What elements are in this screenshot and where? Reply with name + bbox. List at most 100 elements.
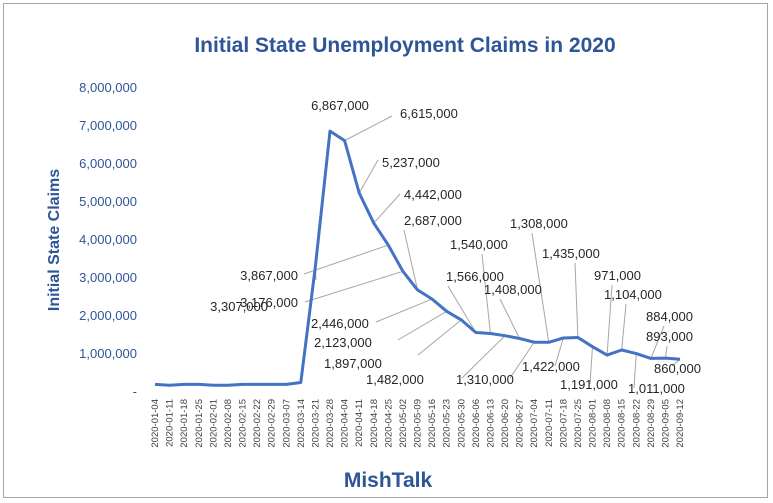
x-tick-label: 2020-02-08 xyxy=(223,399,234,448)
data-label: 2,123,000 xyxy=(314,335,372,350)
y-tick-label: 2,000,000 xyxy=(79,308,137,323)
data-label-leader xyxy=(417,319,462,356)
x-axis-label: MishTalk xyxy=(344,469,433,492)
x-tick-label: 2020-08-29 xyxy=(646,399,657,448)
x-tick-label: 2020-08-15 xyxy=(617,399,628,448)
data-label: 2,446,000 xyxy=(311,316,369,331)
x-tick-label: 2020-06-06 xyxy=(471,399,482,448)
x-tick-label: 2020-02-01 xyxy=(208,399,219,448)
data-label-leader xyxy=(621,303,627,351)
data-label-leader xyxy=(447,285,477,333)
x-tick-label: 2020-04-18 xyxy=(369,399,380,448)
x-tick-label: 2020-06-20 xyxy=(500,399,511,448)
x-tick-label: 2020-03-07 xyxy=(281,399,292,448)
x-axis-ticks: 2020-01-04 2020-01-11 2020-01-18 2020-01-25… xyxy=(150,399,686,448)
x-tick-label: 2020-05-09 xyxy=(413,399,424,448)
x-tick-label: 2020-01-25 xyxy=(194,399,205,448)
x-tick-label: 2020-05-23 xyxy=(442,399,453,448)
x-tick-label: 2020-05-16 xyxy=(427,399,438,448)
x-tick-label: 2020-05-30 xyxy=(456,399,467,448)
data-label: 6,615,000 xyxy=(400,106,458,121)
data-label: 3,307,000 xyxy=(210,299,268,314)
data-label: 860,000 xyxy=(654,361,701,376)
x-tick-label: 2020-07-11 xyxy=(544,399,555,447)
y-tick-label: 8,000,000 xyxy=(79,80,137,95)
x-tick-label: 2020-08-08 xyxy=(602,399,613,448)
y-tick-label: - xyxy=(133,384,137,399)
data-label-leader xyxy=(509,341,535,379)
data-label: 1,308,000 xyxy=(510,216,568,231)
data-label: 1,482,000 xyxy=(366,372,424,387)
x-tick-label: 2020-03-21 xyxy=(310,399,321,448)
data-label-leader xyxy=(574,262,579,338)
data-label-leader xyxy=(303,244,389,275)
data-label-leader xyxy=(664,345,668,359)
data-label: 2,687,000 xyxy=(404,213,462,228)
data-label-leader xyxy=(375,298,433,323)
data-label-leader xyxy=(633,353,637,389)
x-tick-label: 2020-02-15 xyxy=(238,399,249,448)
x-tick-label: 2020-04-04 xyxy=(340,399,351,448)
data-label-leader xyxy=(403,229,418,291)
data-label: 4,442,000 xyxy=(404,187,462,202)
x-tick-label: 2020-03-14 xyxy=(296,399,307,448)
x-tick-label: 2020-02-29 xyxy=(267,399,278,448)
chart-title: Initial State Unemployment Claims in 202… xyxy=(194,34,615,57)
x-tick-label: 2020-01-18 xyxy=(179,399,190,448)
data-label-leaders xyxy=(303,115,681,389)
data-label-leader xyxy=(650,325,665,359)
claims-series-line xyxy=(154,129,681,387)
x-tick-label: 2020-04-25 xyxy=(383,399,394,448)
data-label: 1,435,000 xyxy=(542,246,600,261)
data-label-leader xyxy=(397,310,447,341)
data-label-leader xyxy=(344,115,393,142)
x-tick-label: 2020-03-28 xyxy=(325,399,336,448)
y-tick-label: 4,000,000 xyxy=(79,232,137,247)
data-label-leader xyxy=(373,193,401,224)
y-tick-label: 5,000,000 xyxy=(79,194,137,209)
data-label-leader xyxy=(461,335,506,379)
data-label-leader xyxy=(358,159,379,194)
data-label: 1,104,000 xyxy=(604,287,662,302)
data-label: 1,540,000 xyxy=(450,237,508,252)
data-label: 884,000 xyxy=(646,309,693,324)
data-label: 6,867,000 xyxy=(311,98,369,113)
data-label: 1,422,000 xyxy=(522,359,580,374)
data-label-leader xyxy=(606,284,613,356)
x-tick-label: 2020-01-11 xyxy=(165,399,176,447)
x-tick-label: 2020-08-01 xyxy=(588,399,599,448)
data-label: 5,237,000 xyxy=(382,155,440,170)
x-tick-label: 2020-08-22 xyxy=(631,399,642,448)
x-tick-label: 2020-06-13 xyxy=(485,399,496,448)
x-tick-label: 2020-06-27 xyxy=(515,399,526,448)
x-tick-label: 2020-01-04 xyxy=(150,399,161,448)
x-tick-label: 2020-07-25 xyxy=(573,399,584,448)
y-axis-ticks: - 1,000,000 2,000,000 3,000,000 4,000,000 5,0… xyxy=(79,80,137,399)
x-tick-label: 2020-09-05 xyxy=(660,399,671,448)
data-label: 3,176,000 xyxy=(240,295,298,310)
data-label-leader xyxy=(499,298,521,339)
x-tick-label: 2020-02-22 xyxy=(252,399,263,448)
data-label-leader xyxy=(304,270,404,303)
y-tick-label: 6,000,000 xyxy=(79,156,137,171)
data-label-leader xyxy=(554,337,564,367)
data-label: 1,191,000 xyxy=(560,377,618,392)
data-label: 1,566,000 xyxy=(446,269,504,284)
data-label: 1,408,000 xyxy=(484,282,542,297)
data-label: 971,000 xyxy=(594,268,641,283)
data-label-leader xyxy=(481,253,491,334)
data-label: 1,897,000 xyxy=(324,356,382,371)
chart-frame xyxy=(3,3,768,498)
data-label: 1,011,000 xyxy=(628,381,685,396)
data-label: 1,310,000 xyxy=(456,372,514,387)
data-labels: 3,307,000 6,867,000 6,615,000 5,237,000 4,44… xyxy=(210,98,701,396)
x-tick-label: 2020-09-12 xyxy=(675,399,686,448)
data-label-leader xyxy=(589,346,593,385)
x-tick-label: 2020-04-11 xyxy=(354,399,365,447)
x-tick-label: 2020-05-02 xyxy=(398,399,409,448)
x-tick-label: 2020-07-04 xyxy=(529,399,540,448)
x-tick-label: 2020-07-18 xyxy=(558,399,569,448)
y-tick-label: 7,000,000 xyxy=(79,118,137,133)
data-label-leader xyxy=(531,232,550,343)
